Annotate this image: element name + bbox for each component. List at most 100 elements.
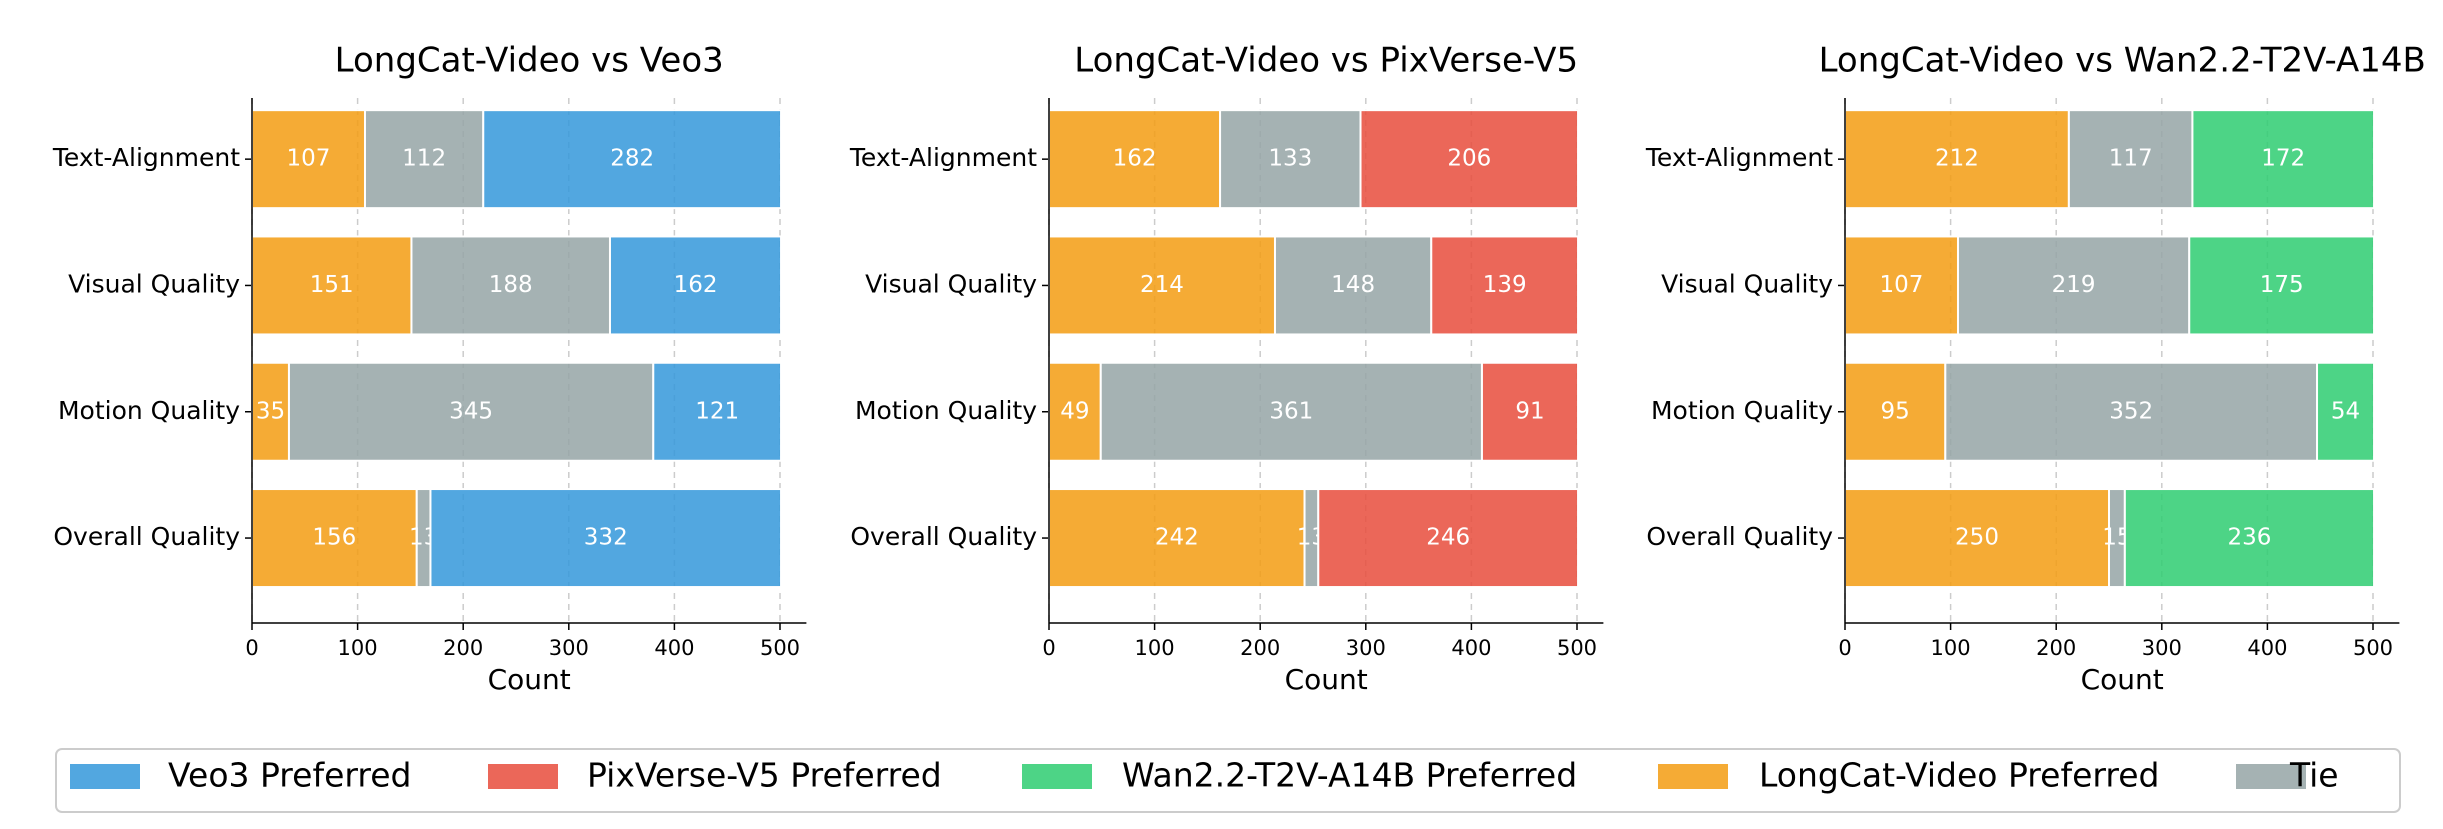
bar-value-label: 188 bbox=[489, 272, 533, 298]
bar-segment bbox=[1844, 109, 2070, 210]
bar-value-label: 151 bbox=[310, 272, 354, 298]
y-tick-label: Overall Quality bbox=[850, 522, 1037, 551]
bar-segment bbox=[251, 488, 418, 589]
bar-segment bbox=[1430, 235, 1580, 336]
bar-value-label: 91 bbox=[1515, 398, 1544, 424]
bar-value-label: 212 bbox=[1935, 146, 1979, 172]
x-tick-label: 100 bbox=[1135, 636, 1175, 660]
y-tick-label: Text-Alignment bbox=[849, 143, 1037, 172]
bar-value-label: 133 bbox=[1268, 146, 1312, 172]
bar-segment bbox=[2067, 109, 2194, 210]
bar-segment bbox=[2123, 488, 2376, 589]
bar-value-label: 246 bbox=[1426, 525, 1470, 551]
x-tick-label: 400 bbox=[654, 636, 694, 660]
bar-value-label: 206 bbox=[1447, 146, 1491, 172]
y-tick-label: Text-Alignment bbox=[52, 143, 240, 172]
legend-label: PixVerse-V5 Preferred bbox=[587, 756, 942, 795]
legend-label: Tie bbox=[2289, 756, 2339, 795]
y-tick-label: Text-Alignment bbox=[1645, 143, 1833, 172]
bar-value-label: 112 bbox=[402, 146, 446, 172]
bar-value-label: 156 bbox=[312, 525, 356, 551]
x-tick-label: 400 bbox=[1451, 636, 1491, 660]
bar-value-label: 172 bbox=[2261, 146, 2305, 172]
bar-value-label: 117 bbox=[2109, 146, 2153, 172]
y-tick-label: Overall Quality bbox=[1646, 522, 1833, 551]
bar-value-label: 219 bbox=[2052, 272, 2096, 298]
legend-marker bbox=[2236, 764, 2306, 789]
bar-value-label: 95 bbox=[1881, 398, 1910, 424]
bar-value-label: 35 bbox=[256, 398, 285, 424]
bar-segment bbox=[1944, 361, 2319, 462]
x-tick-label: 0 bbox=[245, 636, 258, 660]
bar-value-label: 107 bbox=[287, 146, 331, 172]
bar-value-label: 345 bbox=[449, 398, 493, 424]
bar-value-label: 175 bbox=[2260, 272, 2304, 298]
x-axis-label: Count bbox=[1285, 663, 1368, 696]
bar-value-label: 49 bbox=[1060, 398, 1089, 424]
y-tick-label: Overall Quality bbox=[53, 522, 240, 551]
y-tick-label: Motion Quality bbox=[58, 396, 240, 425]
bar-segment bbox=[1048, 488, 1306, 589]
x-tick-label: 300 bbox=[549, 636, 589, 660]
bar-segment bbox=[1273, 235, 1433, 336]
bar-value-label: 107 bbox=[1880, 272, 1924, 298]
bar-segment bbox=[363, 109, 485, 210]
bar-segment bbox=[1048, 109, 1222, 210]
chart-title: LongCat-Video vs Veo3 bbox=[335, 41, 724, 81]
bar-segment bbox=[1048, 235, 1276, 336]
x-axis-label: Count bbox=[488, 663, 571, 696]
x-tick-label: 500 bbox=[1557, 636, 1597, 660]
legend-label: LongCat-Video Preferred bbox=[1759, 756, 2159, 795]
bar-segment bbox=[2191, 109, 2376, 210]
legend-marker bbox=[70, 764, 140, 789]
x-tick-label: 500 bbox=[2353, 636, 2393, 660]
bar-segment bbox=[1359, 109, 1580, 210]
bar-segment bbox=[410, 235, 611, 336]
bar-value-label: 352 bbox=[2109, 398, 2153, 424]
bar-value-label: 361 bbox=[1269, 398, 1313, 424]
bar-value-label: 250 bbox=[1955, 525, 1999, 551]
x-tick-label: 500 bbox=[760, 636, 800, 660]
bar-segment bbox=[1480, 361, 1580, 462]
legend-marker bbox=[488, 764, 558, 789]
bar-segment bbox=[2316, 361, 2376, 462]
bar-value-label: 162 bbox=[674, 272, 718, 298]
y-tick-label: Visual Quality bbox=[865, 269, 1037, 298]
bar-segment bbox=[2188, 235, 2376, 336]
bar-value-label: 54 bbox=[2331, 398, 2360, 424]
x-tick-label: 100 bbox=[338, 636, 378, 660]
bar-value-label: 162 bbox=[1113, 146, 1157, 172]
legend-label: Veo3 Preferred bbox=[168, 756, 411, 795]
bar-segment bbox=[608, 235, 783, 336]
y-tick-label: Visual Quality bbox=[1661, 269, 1833, 298]
y-tick-label: Motion Quality bbox=[1651, 396, 1833, 425]
bar-segment bbox=[652, 361, 783, 462]
y-tick-label: Visual Quality bbox=[68, 269, 240, 298]
legend-box bbox=[55, 748, 2401, 813]
bar-segment bbox=[1048, 361, 1102, 462]
x-axis-label: Count bbox=[2081, 663, 2164, 696]
x-tick-label: 400 bbox=[2247, 636, 2287, 660]
bar-value-label: 214 bbox=[1140, 272, 1184, 298]
bar-value-label: 236 bbox=[2227, 525, 2271, 551]
x-tick-label: 300 bbox=[1346, 636, 1386, 660]
bar-value-label: 332 bbox=[584, 525, 628, 551]
legend-marker bbox=[1658, 764, 1728, 789]
x-tick-label: 0 bbox=[1838, 636, 1851, 660]
bar-value-label: 242 bbox=[1155, 525, 1199, 551]
bar-value-label: 148 bbox=[1331, 272, 1375, 298]
bar-segment bbox=[1099, 361, 1483, 462]
x-tick-label: 200 bbox=[443, 636, 483, 660]
legend-marker bbox=[1022, 764, 1092, 789]
x-tick-label: 200 bbox=[2036, 636, 2076, 660]
bar-segment bbox=[251, 235, 413, 336]
bar-segment bbox=[429, 488, 783, 589]
x-tick-label: 100 bbox=[1931, 636, 1971, 660]
bar-value-label: 139 bbox=[1483, 272, 1527, 298]
x-tick-label: 0 bbox=[1042, 636, 1055, 660]
x-tick-label: 200 bbox=[1240, 636, 1280, 660]
chart-title: LongCat-Video vs Wan2.2-T2V-A14B bbox=[1819, 41, 2426, 81]
legend-label: Wan2.2-T2V-A14B Preferred bbox=[1122, 756, 1577, 795]
bar-value-label: 282 bbox=[610, 146, 654, 172]
